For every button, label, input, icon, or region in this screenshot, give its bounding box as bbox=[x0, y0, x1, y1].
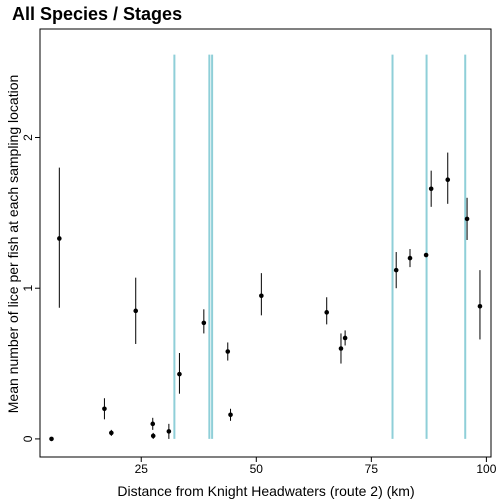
chart-title: All Species / Stages bbox=[12, 4, 183, 24]
x-tick-label: 50 bbox=[250, 462, 264, 476]
data-point bbox=[150, 421, 156, 427]
data-point bbox=[324, 310, 330, 315]
vertical-lines-group bbox=[173, 54, 467, 439]
data-point bbox=[57, 236, 62, 241]
data-point bbox=[102, 406, 107, 412]
data-point bbox=[228, 412, 233, 418]
y-tick-label: 0 bbox=[21, 435, 35, 442]
data-point bbox=[133, 308, 139, 314]
data-point bbox=[338, 346, 344, 351]
data-point bbox=[428, 186, 434, 192]
data-point bbox=[423, 252, 429, 258]
data-point bbox=[49, 436, 54, 442]
data-point bbox=[166, 429, 172, 434]
data-point bbox=[177, 371, 182, 377]
error-bars-group bbox=[58, 152, 481, 439]
x-axis-label: Distance from Knight Headwaters (route 2… bbox=[117, 483, 414, 499]
data-points-group bbox=[49, 177, 483, 442]
x-tick-label: 25 bbox=[135, 462, 149, 476]
data-point bbox=[259, 293, 264, 299]
x-tick-label: 100 bbox=[476, 462, 496, 476]
plot-frame bbox=[39, 28, 492, 458]
y-tick-label: 1 bbox=[21, 285, 35, 292]
data-point bbox=[464, 216, 470, 222]
data-point bbox=[225, 349, 231, 354]
data-point bbox=[477, 303, 483, 309]
data-point bbox=[201, 320, 207, 326]
y-axis: 0 1 2 bbox=[21, 134, 40, 442]
y-axis-label: Mean number of lice per fish at each sam… bbox=[5, 75, 21, 414]
x-axis: 25 50 75 100 bbox=[135, 457, 497, 476]
y-tick-label: 2 bbox=[21, 134, 35, 141]
data-point bbox=[150, 433, 156, 439]
x-tick-label: 75 bbox=[365, 462, 379, 476]
data-point bbox=[445, 177, 451, 183]
data-point bbox=[407, 255, 413, 261]
data-point bbox=[109, 430, 114, 436]
data-point bbox=[393, 267, 399, 273]
data-point bbox=[342, 335, 348, 341]
